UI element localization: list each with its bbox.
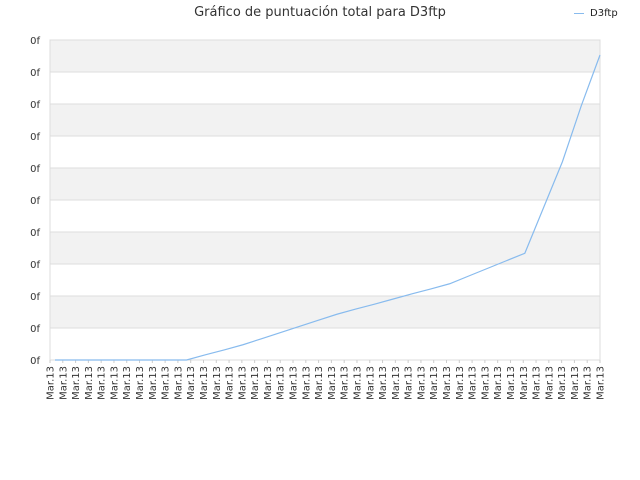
x-tick-label: Mar.13 [161,366,172,400]
x-tick-label: Mar.13 [225,366,236,400]
x-tick-label: Mar.13 [97,366,108,400]
x-tick-label: Mar.13 [544,366,555,400]
x-tick-label: Mar.13 [84,366,95,400]
y-tick-label: 0f [30,356,40,367]
x-tick-label: Mar.13 [109,366,120,400]
x-tick-label: Mar.13 [173,366,184,400]
x-tick-label: Mar.13 [378,366,389,400]
x-tick-label: Mar.13 [212,366,223,400]
grid-band [50,40,600,72]
grid-band [50,168,600,200]
x-tick-label: Mar.13 [199,366,210,400]
x-tick-label: Mar.13 [340,366,351,400]
y-tick-label: 0f [30,100,40,111]
legend-label: D3ftp [590,8,618,19]
x-tick-label: Mar.13 [365,366,376,400]
x-tick-label: Mar.13 [237,366,248,400]
x-tick-label: Mar.13 [122,366,133,400]
x-tick-label: Mar.13 [71,366,82,400]
x-tick-label: Mar.13 [596,366,607,400]
x-tick-label: Mar.13 [468,366,479,400]
y-tick-label: 0f [30,324,40,335]
legend-swatch [574,13,584,14]
x-tick-label: Mar.13 [301,366,312,400]
chart-title: Gráfico de puntuación total para D3ftp [194,5,446,20]
grid-band [50,104,600,136]
x-tick-label: Mar.13 [519,366,530,400]
x-tick-label: Mar.13 [352,366,363,400]
y-tick-label: 0f [30,292,40,303]
grid-band [50,200,600,232]
x-tick-label: Mar.13 [263,366,274,400]
x-tick-label: Mar.13 [276,366,287,400]
x-tick-label: Mar.13 [289,366,300,400]
legend: D3ftp [574,8,618,19]
x-tick-label: Mar.13 [570,366,581,400]
x-tick-label: Mar.13 [327,366,338,400]
x-tick-label: Mar.13 [532,366,543,400]
grid-band [50,72,600,104]
series-line-D3ftp [55,54,601,361]
x-tick-label: Mar.13 [493,366,504,400]
grid-band [50,296,600,328]
x-tick-label: Mar.13 [46,366,57,400]
x-tick-label: Mar.13 [186,366,197,400]
y-tick-label: 0f [30,36,40,47]
x-tick-label: Mar.13 [135,366,146,400]
x-tick-label: Mar.13 [583,366,594,400]
x-tick-label: Mar.13 [506,366,517,400]
plot-border [49,39,601,361]
x-tick-label: Mar.13 [250,366,261,400]
x-tick-label: Mar.13 [404,366,415,400]
x-tick-label: Mar.13 [557,366,568,400]
grid-band [50,264,600,296]
x-tick-label: Mar.13 [429,366,440,400]
x-tick-label: Mar.13 [455,366,466,400]
x-tick-label: Mar.13 [442,366,453,400]
x-tick-label: Mar.13 [416,366,427,400]
x-tick-label: Mar.13 [148,366,159,400]
grid-band [50,232,600,264]
grid-band [50,328,600,360]
y-tick-label: 0f [30,68,40,79]
y-tick-label: 0f [30,228,40,239]
y-tick-label: 0f [30,164,40,175]
x-tick-label: Mar.13 [58,366,69,400]
y-tick-label: 0f [30,196,40,207]
x-tick-label: Mar.13 [391,366,402,400]
x-tick-label: Mar.13 [314,366,325,400]
grid-band [50,136,600,168]
x-tick-label: Mar.13 [480,366,491,400]
y-tick-label: 0f [30,260,40,271]
y-tick-label: 0f [30,132,40,143]
